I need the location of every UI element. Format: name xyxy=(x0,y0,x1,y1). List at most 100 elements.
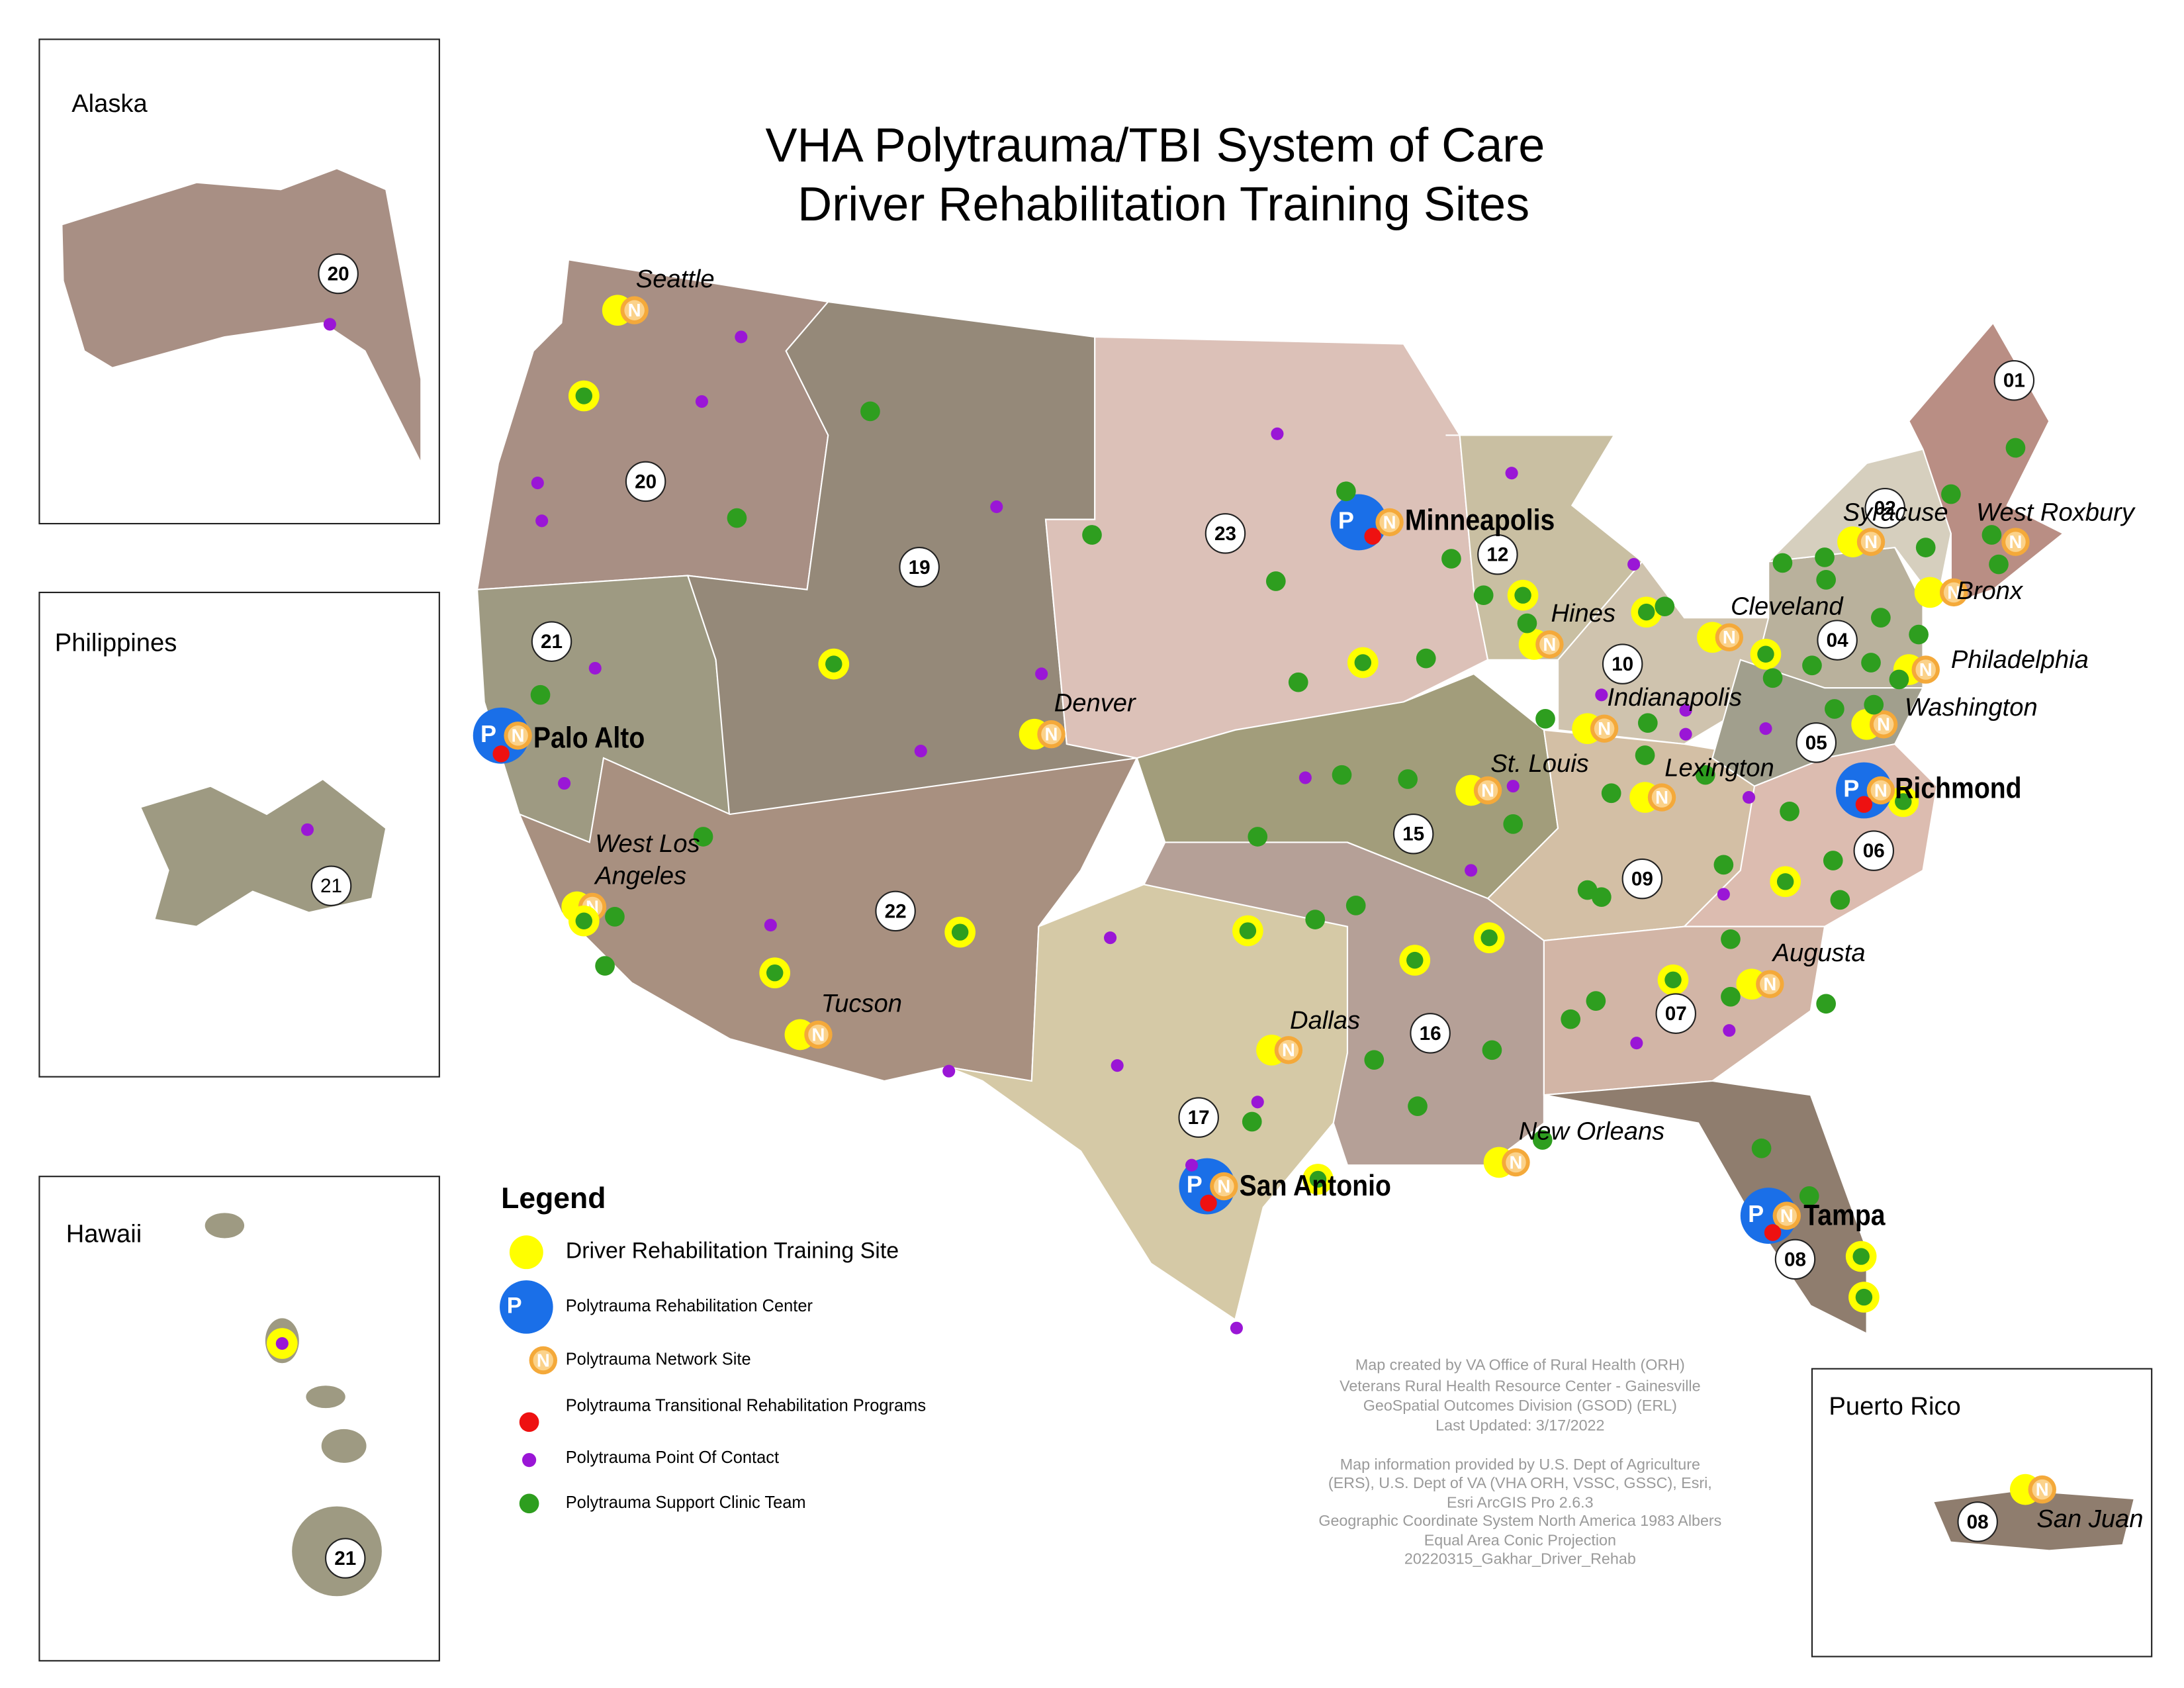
visn-number: 20 xyxy=(328,263,349,285)
rehab-center xyxy=(473,707,529,764)
support-clinic xyxy=(2005,438,2026,458)
visn-number: 12 xyxy=(1486,544,1508,566)
network-symbol: N xyxy=(1510,1152,1523,1172)
title: Driver Rehabilitation Training Sites xyxy=(797,178,1529,231)
support-clinic xyxy=(1336,481,1356,502)
inset-label: Philippines xyxy=(55,629,177,657)
support-clinic xyxy=(1517,613,1537,633)
island xyxy=(306,1385,345,1409)
visn-badge xyxy=(1205,513,1246,554)
inset-label: Hawaii xyxy=(66,1219,142,1248)
visn-badge xyxy=(625,461,666,502)
credit-line: 20220315_Gakhar_Driver_Rehab xyxy=(1404,1550,1636,1567)
network-symbol: N xyxy=(628,300,641,320)
support-clinic xyxy=(1816,570,1837,590)
city-label: San Juan xyxy=(2036,1505,2143,1533)
network-symbol: N xyxy=(1543,634,1556,655)
network-site-inner xyxy=(1943,582,1964,603)
point-of-contact xyxy=(1723,1024,1736,1037)
city-label: West Los xyxy=(595,829,700,858)
visn-region xyxy=(476,259,830,590)
support-clinic xyxy=(575,387,593,404)
support-clinic xyxy=(1815,547,1835,567)
credit-line: Veterans Rural Health Resource Center - … xyxy=(1340,1377,1701,1394)
network-site-inner xyxy=(1379,512,1400,533)
network-symbol: N xyxy=(1598,718,1611,739)
major-city-label: Tampa xyxy=(1803,1198,1886,1231)
point-of-contact xyxy=(1506,780,1520,793)
visn-number: 07 xyxy=(1665,1003,1687,1025)
support-clinic xyxy=(1561,1009,1581,1029)
visn-number: 16 xyxy=(1420,1023,1441,1045)
visn-number: 08 xyxy=(1784,1248,1806,1270)
support-clinic xyxy=(1695,765,1715,785)
support-clinic xyxy=(1345,896,1366,915)
network-symbol: N xyxy=(1481,780,1494,800)
point-of-contact xyxy=(1717,888,1730,901)
network-symbol: N xyxy=(1655,787,1668,808)
network-site-inner xyxy=(1041,724,1062,745)
visn-badge xyxy=(531,621,572,662)
support-clinic xyxy=(1242,1111,1262,1132)
title: VHA Polytrauma/TBI System of Care xyxy=(765,119,1545,172)
city-label: Hines xyxy=(1551,599,1615,628)
support-clinic xyxy=(1802,655,1822,676)
visn-number: 15 xyxy=(1402,823,1424,845)
visn-region xyxy=(1136,673,1559,900)
rehab-center xyxy=(1740,1188,1797,1244)
support-clinic xyxy=(766,964,784,982)
support-clinic xyxy=(1915,538,1936,557)
major-city-label: Richmond xyxy=(1895,771,2022,804)
rehab-symbol: P xyxy=(480,720,496,747)
support-clinic xyxy=(1441,549,1461,569)
transitional-program xyxy=(1855,796,1873,813)
rehab-center xyxy=(1179,1158,1236,1215)
visn-badge xyxy=(318,253,359,295)
network-site-inner xyxy=(2005,532,2026,552)
support-clinic xyxy=(727,508,747,528)
transitional-program xyxy=(1764,1224,1782,1241)
support-clinic xyxy=(1482,1040,1502,1060)
support-clinic xyxy=(1941,484,1961,504)
point-of-contact xyxy=(1104,931,1117,945)
visn-number: 23 xyxy=(1214,523,1236,545)
support-clinic xyxy=(1776,873,1794,890)
transitional-program xyxy=(492,745,510,763)
support-clinic xyxy=(1989,554,2009,575)
network-symbol: N xyxy=(811,1024,825,1045)
network-site-inner xyxy=(1760,974,1780,994)
hawaii-inset xyxy=(38,1176,440,1662)
support-clinic xyxy=(1861,653,1881,673)
support-clinic xyxy=(1721,929,1741,949)
support-clinic xyxy=(1309,1170,1327,1188)
visn-number: 01 xyxy=(2003,370,2025,392)
support-clinic xyxy=(1780,801,1799,821)
credit-line: Map information provided by U.S. Dept of… xyxy=(1340,1456,1700,1473)
point-of-contact xyxy=(1035,667,1048,680)
support-clinic xyxy=(530,684,551,705)
inset-label: Alaska xyxy=(71,89,148,118)
network-symbol: N xyxy=(512,726,525,746)
network-site-inner xyxy=(624,300,645,320)
support-clinic xyxy=(575,912,593,929)
support-clinic xyxy=(1601,783,1621,804)
driver-site xyxy=(1914,577,1946,608)
city-label: Lexington xyxy=(1664,753,1774,782)
point-of-contact xyxy=(695,395,708,408)
city-label: Augusta xyxy=(1772,939,1866,967)
point-of-contact xyxy=(990,500,1003,514)
support-clinic xyxy=(1637,603,1655,621)
point-of-contact xyxy=(323,318,336,331)
network-symbol: N xyxy=(1282,1040,1295,1060)
support-clinic xyxy=(860,401,880,422)
point-of-contact xyxy=(1595,688,1608,702)
support-clinic xyxy=(1895,793,1912,810)
visn-number: 17 xyxy=(1188,1107,1210,1129)
visn-number: 10 xyxy=(1612,653,1633,675)
support-clinic xyxy=(1480,929,1498,947)
legend-point-of-contact xyxy=(522,1452,537,1468)
support-clinic xyxy=(1713,855,1734,875)
city-label: Cleveland xyxy=(1731,592,1844,620)
network-site-inner xyxy=(1873,714,1894,735)
